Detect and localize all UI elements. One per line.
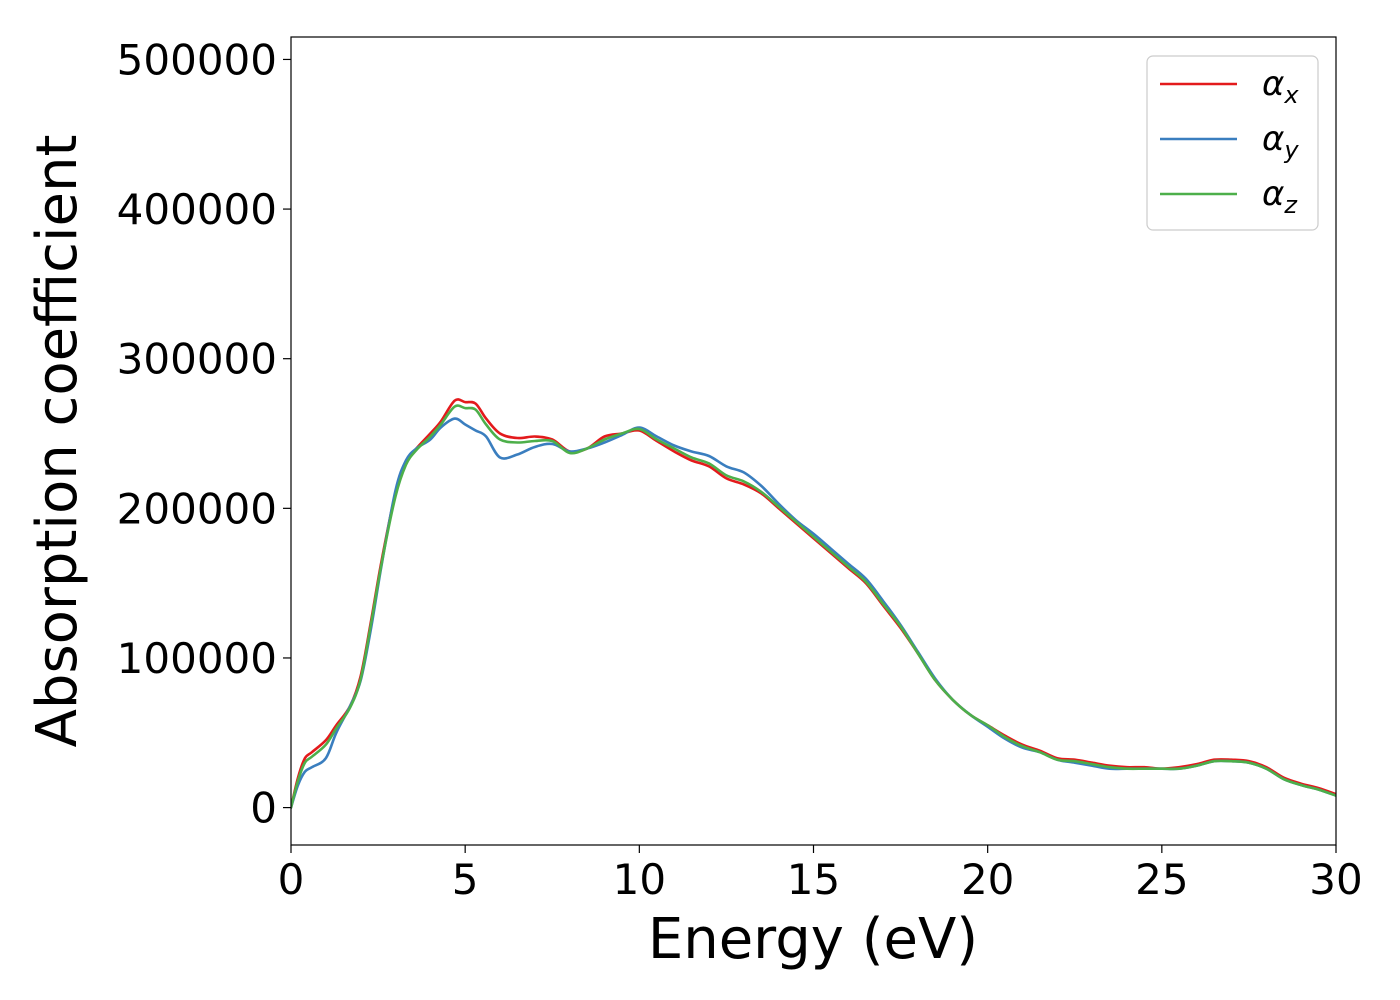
y-tick-label: 300000 (117, 335, 277, 384)
x-tick-label: 10 (613, 855, 666, 904)
y-tick-label: 100000 (117, 634, 277, 683)
x-axis-title: Energy (eV) (648, 907, 978, 972)
x-tick-label: 25 (1135, 855, 1188, 904)
legend: αx αy αz (1146, 55, 1319, 231)
y-tick-label: 400000 (117, 185, 277, 234)
y-axis: 0 100000 200000 300000 400000 500000 (117, 35, 291, 833)
legend-label-alpha-x: αx (1262, 64, 1299, 109)
x-tick-label: 20 (961, 855, 1014, 904)
y-axis-title: Absorption coefficient (25, 135, 90, 748)
x-tick-label: 15 (787, 855, 840, 904)
y-tick-label: 0 (250, 784, 277, 833)
y-tick-label: 500000 (117, 35, 277, 84)
x-tick-label: 30 (1309, 855, 1362, 904)
series-line-alpha-z (291, 404, 1336, 809)
series-layer (291, 398, 1336, 809)
x-axis: 0 5 10 15 20 25 30 (278, 845, 1363, 904)
legend-label-alpha-z: αz (1262, 174, 1298, 219)
x-tick-label: 5 (452, 855, 479, 904)
legend-box (1146, 55, 1319, 231)
legend-label-alpha-y: αy (1262, 119, 1299, 164)
x-tick-label: 0 (278, 855, 305, 904)
series-line-alpha-y (291, 417, 1336, 809)
y-tick-label: 200000 (117, 484, 277, 533)
series-line-alpha-x (291, 398, 1336, 809)
